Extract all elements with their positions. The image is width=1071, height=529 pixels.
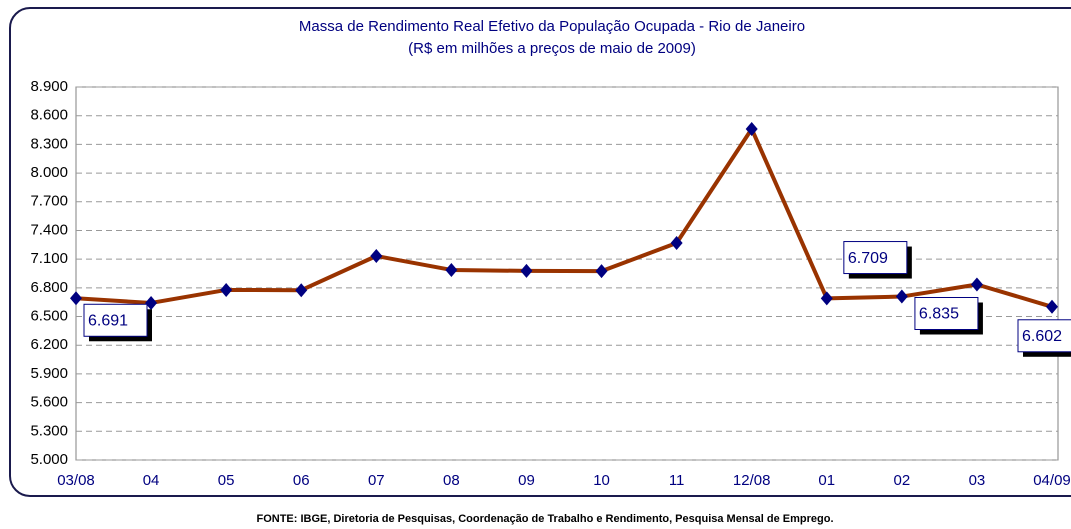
data-label-box (83, 303, 148, 337)
y-tick-label: 8.000 (30, 164, 68, 181)
y-tick-label: 6.200 (30, 336, 68, 353)
marker (295, 283, 308, 298)
y-tick-label: 6.500 (30, 308, 68, 325)
data-label-box (1017, 319, 1071, 353)
marker (220, 282, 233, 297)
marker (445, 262, 458, 277)
marker (1046, 299, 1058, 314)
data-label: 6.602 (1022, 328, 1062, 345)
data-label: 6.691 (88, 312, 128, 329)
chart-title: Massa de Rendimento Real Efetivo da Popu… (299, 18, 805, 35)
x-tick-label: 02 (894, 472, 911, 489)
marker (895, 289, 908, 304)
x-tick-label: 03 (969, 472, 986, 489)
marker (970, 277, 983, 292)
x-tick-label: 06 (293, 472, 310, 489)
x-tick-label: 04/09 (1033, 472, 1071, 489)
marker (145, 295, 158, 310)
marker (820, 291, 833, 306)
marker (595, 264, 608, 279)
x-tick-label: 08 (443, 472, 460, 489)
data-label: 6.709 (848, 250, 888, 267)
data-label-box (914, 296, 979, 330)
y-tick-label: 7.100 (30, 250, 68, 267)
y-tick-label: 8.600 (30, 107, 68, 124)
marker (370, 248, 383, 263)
line (75, 126, 1053, 309)
x-tick-label: 12/08 (733, 472, 771, 489)
y-tick-label: 8.900 (30, 78, 68, 95)
x-tick-label: 01 (818, 472, 835, 489)
data-label: 6.835 (919, 306, 959, 323)
x-tick-label: 11 (669, 472, 685, 489)
y-tick-label: 8.300 (30, 135, 68, 152)
marker (520, 263, 533, 278)
y-tick-label: 5.000 (30, 451, 68, 468)
x-tick-label: 03/08 (57, 472, 95, 489)
source-note: FONTE: IBGE, Diretoria de Pesquisas, Coo… (256, 513, 833, 525)
x-tick-label: 04 (143, 472, 160, 489)
x-tick-label: 10 (593, 472, 610, 489)
y-tick-label: 5.900 (30, 365, 68, 382)
y-tick-label: 7.400 (30, 221, 68, 238)
marker (70, 291, 82, 306)
marker (745, 121, 758, 136)
y-tick-label: 5.600 (30, 394, 68, 411)
y-tick-label: 6.800 (30, 279, 68, 296)
y-tick-label: 5.300 (30, 422, 68, 439)
y-tick-label: 7.700 (30, 193, 68, 210)
x-tick-label: 09 (518, 472, 535, 489)
x-tick-label: 05 (218, 472, 235, 489)
data-label-box (843, 241, 908, 275)
chart-subtitle: (R$ em milhões a preços de maio de 2009) (408, 40, 696, 57)
x-tick-label: 07 (368, 472, 385, 489)
marker (670, 235, 683, 250)
